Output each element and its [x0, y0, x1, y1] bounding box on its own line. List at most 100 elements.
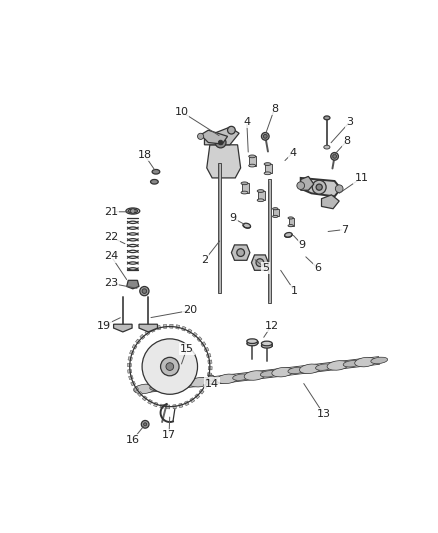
Text: 20: 20 — [184, 305, 198, 316]
Polygon shape — [201, 342, 206, 346]
Polygon shape — [142, 396, 147, 401]
Circle shape — [316, 184, 322, 190]
Text: 22: 22 — [104, 232, 118, 242]
Polygon shape — [289, 218, 294, 225]
Ellipse shape — [327, 361, 349, 370]
Polygon shape — [130, 350, 134, 354]
Polygon shape — [204, 348, 209, 352]
Ellipse shape — [243, 223, 251, 228]
Ellipse shape — [300, 364, 321, 374]
Text: 9: 9 — [299, 240, 306, 250]
Polygon shape — [176, 325, 180, 329]
Polygon shape — [127, 280, 139, 289]
Ellipse shape — [261, 343, 272, 348]
Ellipse shape — [264, 172, 271, 175]
Polygon shape — [199, 389, 204, 394]
Text: 24: 24 — [104, 252, 118, 262]
Ellipse shape — [177, 381, 194, 387]
Text: 21: 21 — [104, 207, 118, 217]
Text: 3: 3 — [346, 117, 353, 127]
Circle shape — [141, 421, 149, 428]
Polygon shape — [207, 145, 240, 178]
Text: 23: 23 — [104, 278, 118, 288]
Polygon shape — [179, 403, 183, 408]
Ellipse shape — [324, 116, 330, 120]
Circle shape — [131, 209, 135, 213]
Polygon shape — [129, 376, 133, 379]
Text: 6: 6 — [314, 263, 321, 273]
Polygon shape — [184, 401, 189, 406]
Ellipse shape — [249, 164, 256, 167]
Polygon shape — [273, 209, 279, 216]
Text: 16: 16 — [126, 435, 140, 445]
Ellipse shape — [264, 163, 271, 165]
Ellipse shape — [161, 381, 183, 390]
Polygon shape — [249, 156, 256, 166]
Polygon shape — [206, 353, 211, 358]
Circle shape — [256, 259, 264, 266]
Ellipse shape — [324, 145, 330, 149]
Text: 12: 12 — [265, 321, 279, 331]
Polygon shape — [173, 405, 177, 409]
Polygon shape — [301, 176, 314, 190]
Polygon shape — [208, 360, 212, 364]
Ellipse shape — [128, 209, 138, 213]
Circle shape — [228, 126, 235, 134]
Polygon shape — [205, 378, 210, 383]
Circle shape — [312, 180, 326, 194]
Ellipse shape — [257, 190, 264, 192]
Polygon shape — [207, 373, 212, 376]
Circle shape — [218, 140, 223, 145]
Polygon shape — [166, 405, 170, 409]
Text: 4: 4 — [243, 117, 251, 127]
Polygon shape — [182, 326, 186, 331]
Ellipse shape — [150, 384, 166, 391]
Polygon shape — [139, 324, 158, 332]
Polygon shape — [127, 369, 132, 373]
Ellipse shape — [315, 364, 332, 370]
Polygon shape — [192, 332, 197, 337]
Polygon shape — [138, 392, 143, 397]
Circle shape — [161, 357, 179, 376]
Text: 10: 10 — [174, 107, 188, 117]
Polygon shape — [321, 195, 339, 209]
Ellipse shape — [134, 384, 155, 394]
Ellipse shape — [288, 224, 293, 227]
Polygon shape — [140, 334, 145, 340]
Ellipse shape — [241, 191, 248, 194]
Ellipse shape — [343, 360, 360, 367]
Bar — [218, 163, 221, 294]
Polygon shape — [127, 364, 131, 367]
Bar — [268, 180, 272, 303]
Polygon shape — [251, 255, 268, 270]
Ellipse shape — [247, 339, 258, 343]
Polygon shape — [205, 127, 239, 145]
Text: 14: 14 — [205, 378, 219, 389]
Text: 18: 18 — [138, 150, 152, 160]
Polygon shape — [258, 191, 265, 200]
Polygon shape — [148, 399, 152, 405]
Polygon shape — [157, 325, 161, 330]
Circle shape — [142, 289, 147, 294]
Text: 8: 8 — [343, 136, 350, 146]
Polygon shape — [170, 324, 173, 328]
Ellipse shape — [244, 371, 265, 380]
Ellipse shape — [261, 341, 272, 346]
Polygon shape — [134, 386, 139, 391]
Polygon shape — [145, 330, 150, 335]
Polygon shape — [113, 324, 132, 332]
Ellipse shape — [205, 377, 222, 384]
Text: 15: 15 — [180, 344, 194, 354]
Circle shape — [263, 134, 267, 138]
Ellipse shape — [371, 357, 388, 364]
Ellipse shape — [216, 374, 238, 384]
Text: 5: 5 — [262, 263, 269, 273]
Polygon shape — [203, 384, 208, 389]
Ellipse shape — [272, 215, 278, 217]
Polygon shape — [160, 404, 164, 408]
Ellipse shape — [272, 367, 293, 377]
Circle shape — [142, 339, 198, 394]
Ellipse shape — [152, 169, 160, 174]
Circle shape — [297, 182, 304, 189]
Polygon shape — [154, 402, 158, 407]
